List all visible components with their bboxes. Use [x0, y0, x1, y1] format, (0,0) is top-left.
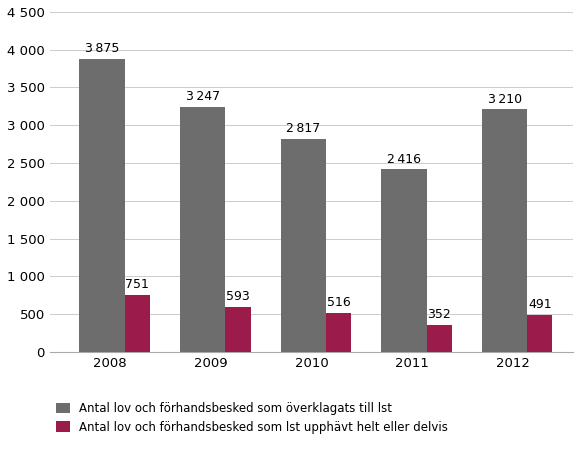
- Bar: [79, 59, 125, 352]
- Text: 751: 751: [125, 278, 149, 291]
- Bar: [125, 295, 150, 352]
- Bar: [281, 139, 326, 352]
- Bar: [482, 109, 527, 352]
- Bar: [382, 169, 427, 352]
- Bar: [226, 307, 251, 352]
- Text: 516: 516: [327, 296, 350, 309]
- Text: 2 416: 2 416: [387, 152, 421, 166]
- Legend: Antal lov och förhandsbesked som överklagats till lst, Antal lov och förhandsbes: Antal lov och förhandsbesked som överkla…: [56, 402, 448, 434]
- Text: 593: 593: [226, 290, 250, 303]
- Text: 3 875: 3 875: [85, 42, 119, 55]
- Text: 3 247: 3 247: [186, 90, 220, 103]
- Text: 2 817: 2 817: [287, 122, 321, 135]
- Bar: [326, 313, 351, 352]
- Text: 3 210: 3 210: [488, 92, 521, 106]
- Bar: [527, 315, 552, 352]
- Text: 352: 352: [427, 308, 451, 322]
- Text: 491: 491: [528, 298, 552, 311]
- Bar: [427, 325, 452, 352]
- Bar: [180, 106, 226, 352]
